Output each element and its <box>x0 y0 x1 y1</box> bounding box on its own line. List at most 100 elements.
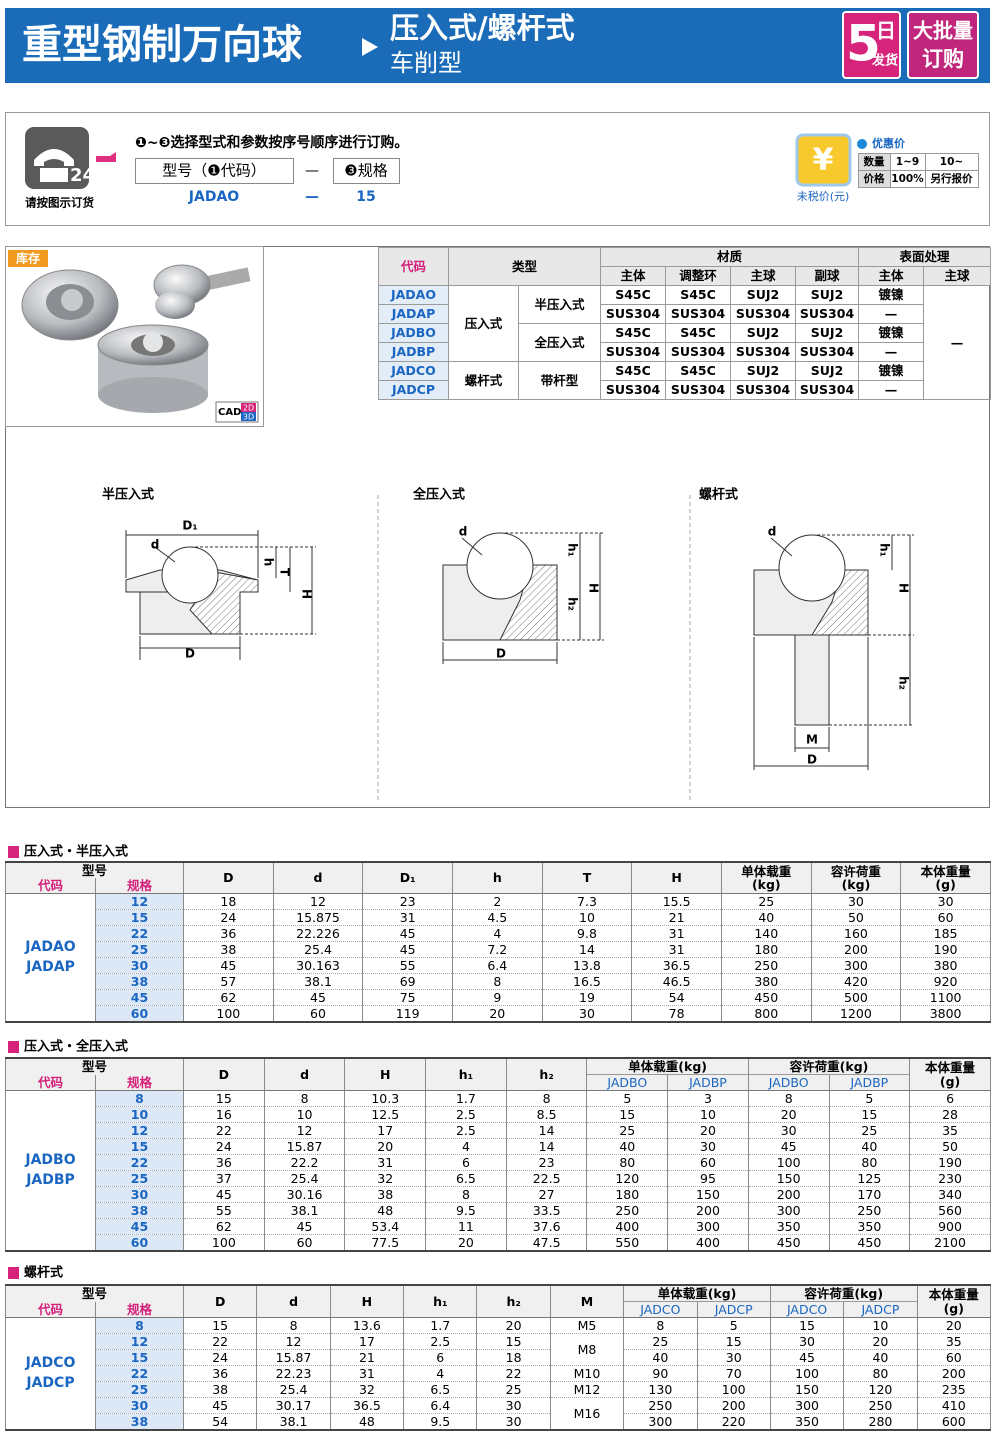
value-cell: M5 <box>549 1317 625 1334</box>
group-header: 单体载重(kg) <box>586 1058 749 1075</box>
column-header: d <box>256 1285 331 1318</box>
table-row: 30 45 30.163 55 6.4 13.8 36.5 250 300 380 <box>6 957 991 974</box>
section-title: 压入式・半压入式 <box>24 844 128 860</box>
value-cell: 30.16 <box>263 1186 346 1203</box>
value-cell: 200 <box>810 941 902 958</box>
value-cell: 8 <box>623 1317 698 1334</box>
column-header: T <box>541 862 633 894</box>
value-cell: M8 <box>549 1333 625 1366</box>
value-cell: 30 <box>769 1333 845 1350</box>
value-cell: 2.5 <box>425 1106 507 1123</box>
sub-header: JADCO <box>623 1301 698 1318</box>
value-cell: 170 <box>828 1186 911 1203</box>
value-cell: 32 <box>344 1170 427 1187</box>
table-row: 22 36 22.23 31 4 22 M10 90 70 100 80 200 <box>6 1365 991 1382</box>
spec-material: SUS304 <box>795 304 860 324</box>
column-header: M <box>549 1285 625 1318</box>
sub-header: JADBO <box>747 1074 830 1091</box>
dimension-label: d <box>768 525 777 539</box>
value-cell: 4.5 <box>451 909 543 926</box>
code: JADBP <box>26 1171 75 1188</box>
spec-cell: 30 <box>94 1397 185 1414</box>
column-header: d <box>272 862 364 894</box>
table-row: 22 36 22.2 31 6 23 80 60 100 80 190 <box>6 1154 991 1171</box>
value-cell: 31 <box>631 925 722 942</box>
value-cell: 20 <box>747 1106 830 1123</box>
code-header: 代码 <box>5 878 96 894</box>
spec-cell: 38 <box>94 1413 185 1431</box>
value-cell: 95 <box>667 1170 749 1187</box>
value-cell: 48 <box>344 1202 427 1219</box>
value-cell: 36.5 <box>631 957 722 974</box>
spec-subheader: 主球 <box>730 266 797 286</box>
value-cell: 25 <box>828 1122 911 1139</box>
value-cell: 8 <box>451 973 543 990</box>
table-row: 25 38 25.4 45 7.2 14 31 180 200 190 <box>6 941 991 958</box>
spec-material: SUS304 <box>665 304 732 324</box>
value-cell: 380 <box>720 973 812 990</box>
value-cell: 13.8 <box>541 957 633 974</box>
value-cell: 60 <box>272 1005 364 1023</box>
spec-material: S45C <box>665 285 732 305</box>
value-cell: 560 <box>909 1202 991 1219</box>
value-cell: 400 <box>586 1218 669 1235</box>
spec-cell: 12 <box>94 1333 185 1350</box>
spec-material: SUJ2 <box>730 323 797 343</box>
value-cell: 500 <box>810 989 902 1006</box>
spec-code: JADBO <box>378 323 449 343</box>
value-cell: 75 <box>362 989 453 1006</box>
spec-code: JADCP <box>378 380 449 400</box>
table-row: 12 22 12 17 2.5 14 25 20 30 25 35 <box>6 1122 991 1139</box>
diagram-title: 全压入式 <box>412 487 465 503</box>
value-cell: 70 <box>696 1365 771 1382</box>
dimension-label: h₁ <box>566 543 580 557</box>
sub-header: JADCO <box>769 1301 845 1318</box>
diagram-stud <box>753 534 914 770</box>
value-cell: 20 <box>667 1122 749 1139</box>
code: JADBO <box>25 1151 76 1168</box>
spec-cell: 25 <box>94 1381 185 1398</box>
spec-cell: 15 <box>94 1138 185 1155</box>
value-cell: 5 <box>696 1317 771 1334</box>
spec-material: SUS304 <box>730 380 797 400</box>
value-cell: 10 <box>263 1106 346 1123</box>
spec-header: 材质 <box>600 247 860 267</box>
value-cell: 20 <box>425 1234 507 1252</box>
dimension-label: d <box>151 538 160 552</box>
price-icon <box>795 133 852 187</box>
spec-material: SUS304 <box>600 380 667 400</box>
badge-day-unit: 日 <box>876 19 896 43</box>
spec-material: SUS304 <box>600 304 667 324</box>
value-cell: 78 <box>631 1005 722 1023</box>
value-cell: 22 <box>183 1333 258 1350</box>
dimension-label: D <box>185 647 195 661</box>
model-label: 型号（❶代码） <box>162 162 265 180</box>
value-cell: 230 <box>909 1170 991 1187</box>
value-cell: 22 <box>183 1122 265 1139</box>
spec-material: S45C <box>600 285 667 305</box>
value-cell: 15 <box>183 1090 265 1107</box>
value-cell: 45 <box>263 1218 346 1235</box>
badge-ship-text: 发货 <box>871 53 898 69</box>
column-header: d <box>263 1058 346 1091</box>
column-header: h₂ <box>476 1285 551 1318</box>
column-header: h₁ <box>403 1285 478 1318</box>
phone-24: 24 <box>70 165 95 186</box>
value-cell: 8 <box>256 1317 331 1334</box>
group-header: 单体载重(kg) <box>623 1285 771 1302</box>
column-header: D <box>183 862 274 894</box>
spec-material: SUJ2 <box>730 361 797 381</box>
dimension-label: h₁ <box>878 543 892 557</box>
table-row: 30 45 30.17 36.5 6.4 30 M16 250 200 300 250 410 <box>6 1397 991 1431</box>
value-cell: 38.1 <box>263 1202 346 1219</box>
spec-code: JADBP <box>378 342 449 362</box>
value-cell: 340 <box>909 1186 991 1203</box>
value-cell: 18 <box>476 1349 551 1366</box>
value-cell: 40 <box>720 909 812 926</box>
value-cell: 300 <box>810 957 902 974</box>
diagram-title: 螺杆式 <box>699 487 738 503</box>
value-cell: 250 <box>828 1202 911 1219</box>
spec-ball-surface: — <box>923 285 992 400</box>
value-cell: 5 <box>828 1090 911 1107</box>
